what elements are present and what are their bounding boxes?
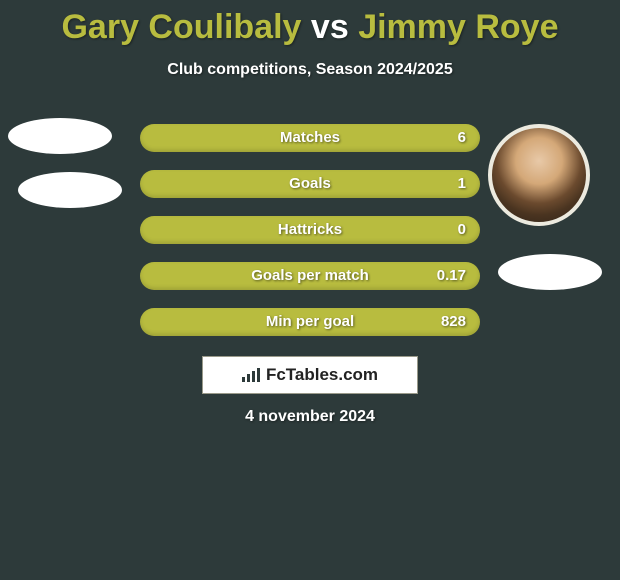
stat-value: 6 bbox=[458, 124, 466, 152]
stat-row-matches: Matches 6 bbox=[140, 124, 480, 152]
player1-avatar-ellipse-1 bbox=[8, 118, 112, 154]
stat-value: 0.17 bbox=[437, 262, 466, 290]
stat-bars: Matches 6 Goals 1 Hattricks 0 Goals per … bbox=[140, 124, 480, 354]
player2-name: Jimmy Roye bbox=[358, 8, 558, 46]
stat-value: 0 bbox=[458, 216, 466, 244]
stat-label: Goals bbox=[140, 170, 480, 198]
player2-avatar-ellipse bbox=[498, 254, 602, 290]
stat-label: Goals per match bbox=[140, 262, 480, 290]
player1-name: Gary Coulibaly bbox=[61, 8, 301, 46]
stat-row-goals: Goals 1 bbox=[140, 170, 480, 198]
player1-avatar-ellipse-2 bbox=[18, 172, 122, 208]
stat-label: Min per goal bbox=[140, 308, 480, 336]
stat-label: Matches bbox=[140, 124, 480, 152]
fctables-logo[interactable]: FcTables.com bbox=[202, 356, 418, 394]
stat-value: 828 bbox=[441, 308, 466, 336]
comparison-title: Gary Coulibaly vs Jimmy Roye bbox=[0, 0, 620, 47]
stat-row-min-per-goal: Min per goal 828 bbox=[140, 308, 480, 336]
subtitle: Club competitions, Season 2024/2025 bbox=[0, 61, 620, 79]
stat-value: 1 bbox=[458, 170, 466, 198]
player2-avatar bbox=[488, 124, 590, 226]
barchart-icon bbox=[242, 368, 260, 382]
stat-label: Hattricks bbox=[140, 216, 480, 244]
vs-text: vs bbox=[311, 8, 349, 46]
date-text: 4 november 2024 bbox=[0, 408, 620, 426]
stat-row-hattricks: Hattricks 0 bbox=[140, 216, 480, 244]
logo-text: FcTables.com bbox=[266, 365, 378, 385]
stat-row-goals-per-match: Goals per match 0.17 bbox=[140, 262, 480, 290]
